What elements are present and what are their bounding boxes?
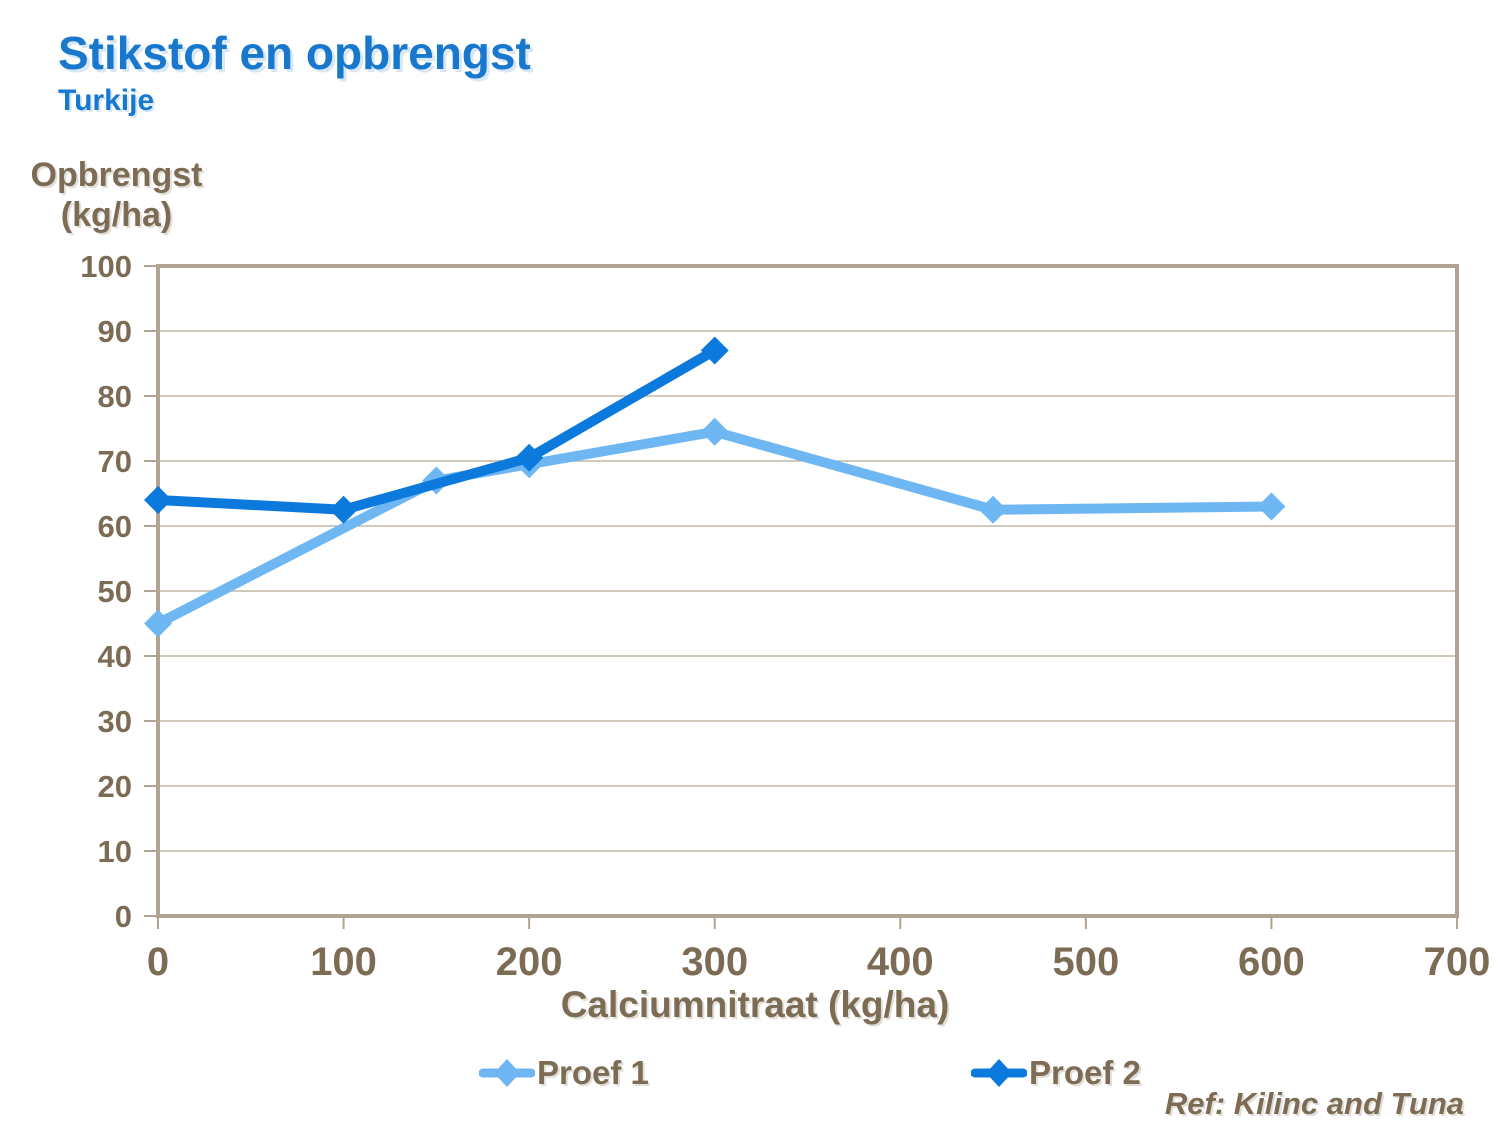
- legend-label-proef-2: Proef 2: [1029, 1054, 1141, 1091]
- plot-border: [156, 264, 1459, 918]
- reference-note: Ref: Kilinc and Tuna: [1164, 1086, 1464, 1121]
- svg-text:700: 700: [1424, 940, 1491, 984]
- legend-item-proef-1: Proef 1: [479, 1054, 649, 1092]
- series-line-proef-2: [144, 336, 729, 524]
- legend-marker-proef-2-icon: [971, 1059, 1027, 1087]
- page-title: Stikstof en opbrengst: [58, 27, 531, 79]
- svg-text:10: 10: [98, 834, 132, 869]
- svg-text:20: 20: [98, 769, 132, 804]
- y-axis-title: Opbrengst (kg/ha): [14, 156, 219, 236]
- svg-text:100: 100: [310, 940, 377, 984]
- legend-label-proef-1: Proef 1: [537, 1054, 649, 1091]
- svg-text:100: 100: [80, 249, 132, 284]
- svg-text:0: 0: [115, 899, 132, 934]
- svg-text:60: 60: [98, 509, 132, 544]
- svg-text:200: 200: [496, 940, 563, 984]
- svg-text:30: 30: [98, 704, 132, 739]
- svg-text:70: 70: [98, 444, 132, 479]
- axis-tick-labels: 0 10 20 30 40 50 60 70 80 90 100 0 100 200 300 400 500 60…: [80, 249, 1490, 984]
- svg-text:90: 90: [98, 314, 132, 349]
- plot-gridlines: [158, 330, 1457, 852]
- page-subtitle: Turkije: [58, 84, 155, 117]
- plot-ticks: [144, 265, 1458, 929]
- legend-marker-proef-1-icon: [479, 1059, 535, 1087]
- svg-text:0: 0: [147, 940, 169, 984]
- svg-text:40: 40: [98, 639, 132, 674]
- legend-item-proef-2: Proef 2: [971, 1054, 1141, 1092]
- svg-text:500: 500: [1052, 940, 1119, 984]
- x-axis-title: Calciumnitraat (kg/ha): [560, 984, 950, 1025]
- svg-text:400: 400: [867, 940, 934, 984]
- svg-text:80: 80: [98, 379, 132, 414]
- svg-text:300: 300: [681, 940, 748, 984]
- svg-text:600: 600: [1238, 940, 1305, 984]
- y-axis-title-line1: Opbrengst: [30, 156, 203, 194]
- series-line-proef-1: [144, 417, 1286, 638]
- svg-text:50: 50: [98, 574, 132, 609]
- y-axis-title-line2: (kg/ha): [60, 195, 173, 234]
